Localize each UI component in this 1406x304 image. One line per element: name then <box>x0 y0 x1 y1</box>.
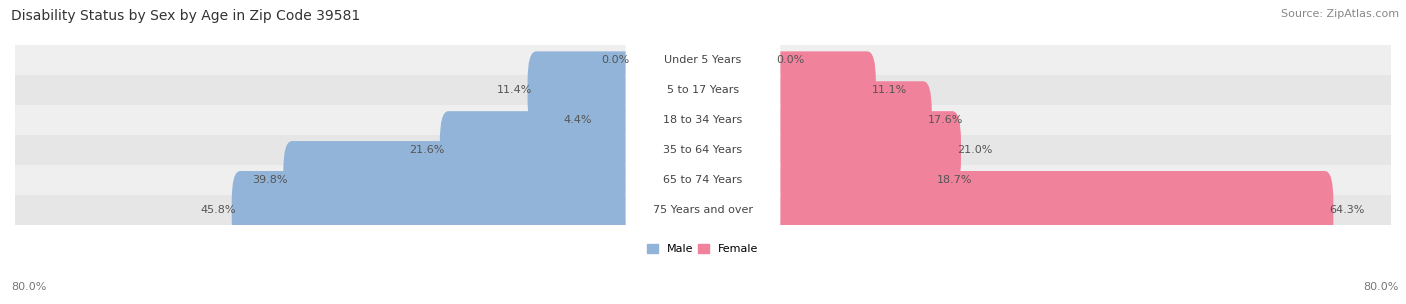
FancyBboxPatch shape <box>588 81 643 159</box>
Text: 35 to 64 Years: 35 to 64 Years <box>664 145 742 155</box>
Text: 0.0%: 0.0% <box>776 55 804 65</box>
FancyBboxPatch shape <box>763 51 876 129</box>
Text: Under 5 Years: Under 5 Years <box>665 55 741 65</box>
Text: 18 to 34 Years: 18 to 34 Years <box>664 115 742 125</box>
FancyBboxPatch shape <box>0 75 1406 105</box>
FancyBboxPatch shape <box>527 51 643 129</box>
Text: 80.0%: 80.0% <box>1364 282 1399 292</box>
Text: 5 to 17 Years: 5 to 17 Years <box>666 85 740 95</box>
FancyBboxPatch shape <box>0 195 1406 225</box>
FancyBboxPatch shape <box>0 165 1406 195</box>
Text: 11.4%: 11.4% <box>496 85 531 95</box>
FancyBboxPatch shape <box>763 171 1333 249</box>
FancyBboxPatch shape <box>626 81 780 159</box>
Text: 18.7%: 18.7% <box>936 175 973 185</box>
Text: 17.6%: 17.6% <box>928 115 963 125</box>
FancyBboxPatch shape <box>763 141 941 219</box>
FancyBboxPatch shape <box>626 22 780 99</box>
Text: 64.3%: 64.3% <box>1329 205 1364 215</box>
Text: Source: ZipAtlas.com: Source: ZipAtlas.com <box>1281 9 1399 19</box>
FancyBboxPatch shape <box>440 111 643 189</box>
FancyBboxPatch shape <box>763 81 932 159</box>
FancyBboxPatch shape <box>763 111 960 189</box>
Text: 75 Years and over: 75 Years and over <box>652 205 754 215</box>
Text: Disability Status by Sex by Age in Zip Code 39581: Disability Status by Sex by Age in Zip C… <box>11 9 360 23</box>
Text: 65 to 74 Years: 65 to 74 Years <box>664 175 742 185</box>
Text: 45.8%: 45.8% <box>201 205 236 215</box>
FancyBboxPatch shape <box>626 141 780 219</box>
Text: 80.0%: 80.0% <box>11 282 46 292</box>
Text: 21.6%: 21.6% <box>409 145 444 155</box>
FancyBboxPatch shape <box>0 105 1406 135</box>
FancyBboxPatch shape <box>0 45 1406 75</box>
Text: 4.4%: 4.4% <box>564 115 592 125</box>
FancyBboxPatch shape <box>626 51 780 129</box>
FancyBboxPatch shape <box>232 171 643 249</box>
FancyBboxPatch shape <box>284 141 643 219</box>
FancyBboxPatch shape <box>626 111 780 189</box>
FancyBboxPatch shape <box>626 171 780 249</box>
Text: 21.0%: 21.0% <box>956 145 993 155</box>
FancyBboxPatch shape <box>0 135 1406 165</box>
Text: 39.8%: 39.8% <box>252 175 288 185</box>
Text: 11.1%: 11.1% <box>872 85 907 95</box>
Legend: Male, Female: Male, Female <box>643 240 763 259</box>
Text: 0.0%: 0.0% <box>602 55 630 65</box>
